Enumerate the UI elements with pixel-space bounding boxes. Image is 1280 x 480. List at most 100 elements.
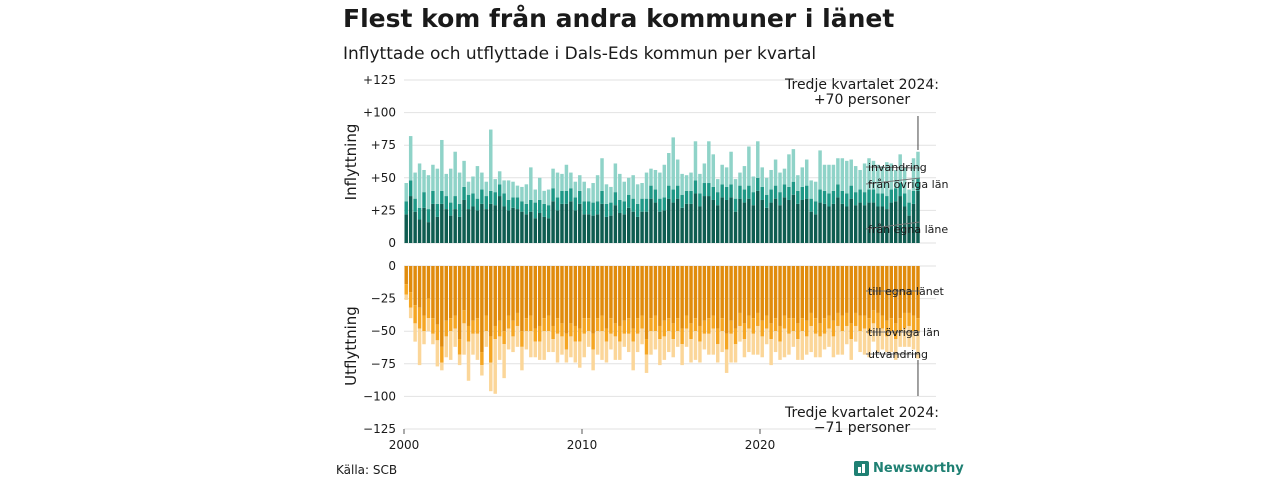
bar-in-2 xyxy=(729,151,733,185)
bar-in-0 xyxy=(796,203,800,243)
bar-out-2 xyxy=(902,328,907,347)
bar-out-0 xyxy=(586,266,591,319)
bar-in-2 xyxy=(417,163,422,208)
bar-out-2 xyxy=(631,341,635,371)
bar-out-0 xyxy=(684,266,689,316)
bar-out-1 xyxy=(782,315,787,329)
bar-in-0 xyxy=(644,211,649,243)
bar-in-1 xyxy=(813,201,818,215)
bar-in-1 xyxy=(573,197,578,211)
bar-out-1 xyxy=(640,315,644,329)
bar-out-1 xyxy=(845,312,849,326)
bar-out-0 xyxy=(533,266,538,329)
bar-out-2 xyxy=(542,331,546,360)
bar-out-0 xyxy=(907,266,911,313)
bar-out-1 xyxy=(564,333,569,350)
bar-in-1 xyxy=(626,194,631,208)
bar-in-1 xyxy=(858,189,862,203)
bar-in-0 xyxy=(724,199,729,243)
brand-logo[interactable]: Newsworthy xyxy=(854,461,964,476)
bar-in-0 xyxy=(893,201,898,243)
bar-in-0 xyxy=(560,203,564,243)
bars-layer xyxy=(404,129,920,394)
bar-out-2 xyxy=(684,328,689,347)
bar-in-1 xyxy=(840,190,845,204)
bar-out-0 xyxy=(435,266,440,325)
bar-out-2 xyxy=(693,331,698,360)
bar-in-1 xyxy=(769,189,773,203)
bar-out-1 xyxy=(448,318,453,332)
bar-out-2 xyxy=(595,331,600,355)
bar-out-2 xyxy=(729,333,733,363)
bar-in-2 xyxy=(622,181,627,202)
bar-out-0 xyxy=(662,266,667,321)
bar-out-0 xyxy=(431,266,435,319)
bar-in-2 xyxy=(564,164,569,191)
bar-in-0 xyxy=(489,203,493,243)
bar-out-0 xyxy=(778,266,782,326)
bar-out-2 xyxy=(471,333,475,355)
bar-in-2 xyxy=(831,164,836,191)
bar-out-1 xyxy=(689,323,693,340)
bar-out-1 xyxy=(698,325,702,342)
bar-out-1 xyxy=(778,325,782,342)
bar-in-0 xyxy=(867,202,871,243)
bar-out-2 xyxy=(671,339,675,358)
bar-in-0 xyxy=(578,203,582,243)
bar-in-2 xyxy=(756,141,760,178)
bar-in-0 xyxy=(804,198,809,243)
bar-in-2 xyxy=(466,181,471,195)
bar-out-2 xyxy=(497,336,502,360)
bar-out-0 xyxy=(635,266,640,319)
bar-in-2 xyxy=(609,186,613,203)
bar-in-0 xyxy=(662,210,667,243)
bar-out-2 xyxy=(680,344,684,366)
bar-out-0 xyxy=(422,266,426,316)
bar-out-0 xyxy=(796,266,800,324)
bar-out-2 xyxy=(707,333,711,355)
bar-out-2 xyxy=(702,333,707,350)
bar-out-2 xyxy=(475,333,480,360)
bar-in-1 xyxy=(782,184,787,198)
bar-in-1 xyxy=(578,190,582,204)
bar-out-1 xyxy=(675,318,680,332)
bar-out-0 xyxy=(893,266,898,324)
brand-name: Newsworthy xyxy=(873,461,964,476)
bar-out-2 xyxy=(440,362,444,371)
bar-in-1 xyxy=(862,192,867,206)
bar-out-2 xyxy=(422,331,426,345)
bar-out-2 xyxy=(885,336,889,353)
bar-in-1 xyxy=(515,197,520,210)
bar-in-2 xyxy=(586,188,591,202)
series-label-top: från egna läne xyxy=(868,223,948,236)
bar-out-0 xyxy=(440,266,444,347)
bar-in-1 xyxy=(684,190,689,204)
bar-in-1 xyxy=(489,190,493,204)
bar-out-0 xyxy=(448,266,453,319)
bar-in-0 xyxy=(413,211,417,243)
bar-out-2 xyxy=(760,336,764,358)
series-label-bottom: utvandring xyxy=(868,348,928,361)
bar-in-1 xyxy=(773,185,778,199)
bar-out-1 xyxy=(702,320,707,334)
bar-out-0 xyxy=(640,266,644,316)
bar-in-2 xyxy=(675,159,680,186)
bar-out-1 xyxy=(818,323,822,337)
bar-in-0 xyxy=(889,202,894,243)
bar-out-0 xyxy=(862,266,867,316)
bar-in-2 xyxy=(506,180,511,200)
bar-in-2 xyxy=(751,176,756,193)
bar-in-2 xyxy=(426,175,431,210)
bar-out-2 xyxy=(435,340,440,367)
bar-out-1 xyxy=(546,315,551,332)
bar-out-1 xyxy=(667,318,671,332)
bar-in-2 xyxy=(898,154,902,184)
bar-out-0 xyxy=(738,266,742,313)
bar-out-0 xyxy=(840,266,845,316)
bar-in-1 xyxy=(880,193,885,207)
bar-in-1 xyxy=(413,198,417,212)
bar-out-2 xyxy=(889,331,894,353)
bar-in-0 xyxy=(506,210,511,243)
bar-out-0 xyxy=(715,266,720,329)
bar-in-1 xyxy=(667,185,671,199)
